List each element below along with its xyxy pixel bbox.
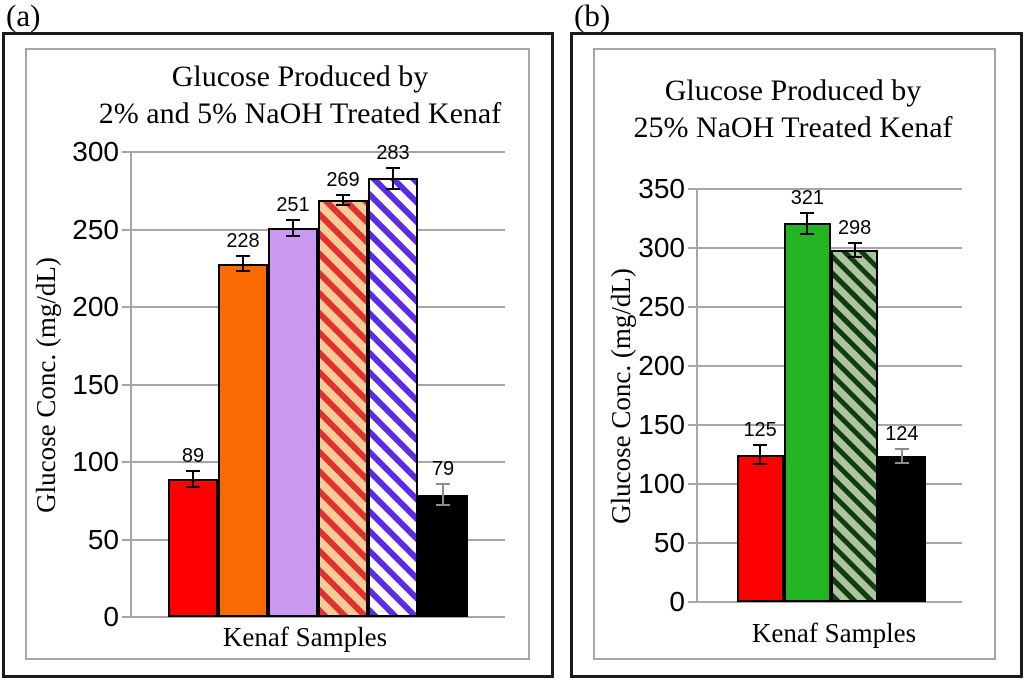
- error-bar: [192, 471, 194, 487]
- bar: [218, 263, 268, 617]
- bar: [783, 223, 831, 602]
- chart-a-title: Glucose Produced by 2% and 5% NaOH Treat…: [50, 58, 550, 132]
- bar-value-label: 228: [226, 229, 260, 252]
- error-bar: [806, 212, 809, 234]
- error-bar-top-cap: [894, 447, 909, 450]
- error-bar-top-cap: [753, 444, 768, 447]
- gridline: [688, 601, 962, 603]
- error-bar-top-cap: [847, 242, 862, 245]
- error-bar-bottom-cap: [336, 203, 350, 206]
- error-bar-top-cap: [186, 470, 200, 473]
- gridline: [122, 151, 505, 153]
- error-bar-bottom-cap: [236, 270, 250, 273]
- chart-a-title-line2: 2% and 5% NaOH Treated Kenaf: [98, 97, 502, 130]
- error-bar-top-cap: [286, 219, 300, 222]
- error-bar-bottom-cap: [847, 256, 862, 259]
- error-bar-top-cap: [800, 211, 815, 214]
- chart-a-title-line1: Glucose Produced by: [171, 60, 429, 93]
- y-axis-line: [696, 189, 698, 602]
- bar: [168, 479, 218, 617]
- bar: [878, 455, 926, 602]
- error-bar: [392, 167, 394, 190]
- error-bar-top-cap: [436, 482, 450, 485]
- y-tick-label: 0: [669, 586, 685, 617]
- gridline: [688, 188, 962, 190]
- y-tick-label: 250: [72, 213, 119, 245]
- bar-value-label: 298: [837, 217, 872, 240]
- error-bar: [342, 195, 344, 205]
- y-tick-label: 50: [653, 527, 685, 558]
- error-bar: [900, 448, 903, 463]
- y-tick-label: 100: [72, 446, 119, 477]
- panel-b-tag: (b): [574, 0, 611, 33]
- error-bar-bottom-cap: [286, 234, 300, 237]
- y-tick-label: 350: [638, 173, 685, 204]
- bar: [268, 227, 318, 617]
- y-tick-label: 150: [638, 409, 685, 440]
- error-bar: [242, 255, 244, 272]
- error-bar: [853, 243, 856, 258]
- bar-value-label: 321: [790, 186, 825, 209]
- error-bar-top-cap: [336, 194, 350, 197]
- bar-value-label: 79: [431, 457, 455, 480]
- y-tick-label: 100: [638, 468, 685, 499]
- error-bar: [759, 445, 762, 464]
- chart-b-title-line2: 25% NaOH Treated Kenaf: [633, 111, 953, 144]
- error-bar: [292, 220, 294, 236]
- bar-value-label: 125: [743, 419, 777, 442]
- error-bar-bottom-cap: [186, 485, 200, 488]
- error-bar: [442, 483, 444, 506]
- y-tick-label: 50: [87, 523, 119, 555]
- chart-b-title-line1: Glucose Produced by: [664, 74, 922, 107]
- y-tick-label: 300: [72, 136, 119, 167]
- error-bar-bottom-cap: [436, 504, 450, 507]
- bar-value-label: 269: [326, 169, 360, 192]
- y-tick-label: 0: [103, 601, 119, 632]
- bar: [418, 494, 468, 617]
- error-bar-bottom-cap: [800, 232, 815, 235]
- y-tick-label: 200: [638, 350, 685, 381]
- error-bar-top-cap: [386, 166, 400, 169]
- chart-a-x-axis-label: Kenaf Samples: [222, 622, 388, 652]
- bar: [318, 200, 368, 617]
- error-bar-bottom-cap: [753, 462, 768, 465]
- bar: [368, 178, 418, 617]
- bar-value-label: 89: [181, 445, 205, 468]
- gridline: [122, 616, 505, 618]
- chart-b-x-axis-label: Kenaf Samples: [751, 618, 917, 648]
- chart-b-title: Glucose Produced by 25% NaOH Treated Ken…: [543, 72, 1024, 146]
- panel-a-tag: (a): [6, 0, 41, 33]
- y-tick-label: 300: [638, 232, 685, 263]
- y-tick-label: 200: [72, 291, 119, 322]
- bar-value-label: 124: [885, 422, 919, 445]
- bar-value-label: 283: [376, 141, 410, 164]
- y-tick-label: 150: [72, 368, 119, 400]
- bar: [736, 454, 784, 602]
- error-bar-bottom-cap: [386, 188, 400, 191]
- error-bar-top-cap: [236, 254, 250, 257]
- bar-value-label: 251: [276, 194, 310, 217]
- bar: [831, 250, 879, 602]
- y-tick-label: 250: [638, 291, 685, 322]
- chart-b-y-axis-label: Glucose Conc. (mg/dL): [606, 268, 636, 524]
- y-axis-line: [130, 152, 132, 617]
- error-bar-bottom-cap: [894, 461, 909, 464]
